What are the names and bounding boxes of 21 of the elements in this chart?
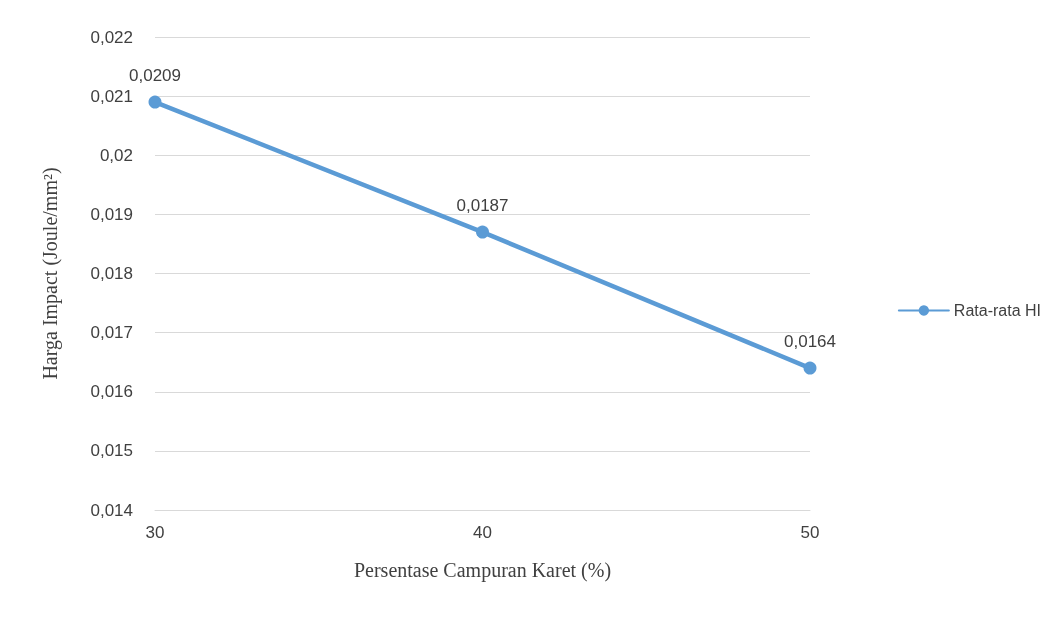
y-tick-label: 0,016 xyxy=(90,382,133,402)
y-axis-title: Harga Impact (Joule/mm²) xyxy=(39,167,62,380)
data-label: 0,0209 xyxy=(129,65,181,85)
x-tick-label: 40 xyxy=(473,523,492,542)
point xyxy=(476,225,489,239)
x-tick-label: 30 xyxy=(145,523,165,542)
x-tick-label: 50 xyxy=(800,523,820,542)
y-tick-label: 0,015 xyxy=(90,441,133,461)
y-tick-label: 0,019 xyxy=(90,204,133,224)
point xyxy=(148,95,162,109)
y-tick-label: 0,018 xyxy=(90,264,133,283)
x-axis-title: Persentase Campuran Karet (%) xyxy=(353,559,612,582)
y-tick-label: 0,021 xyxy=(90,86,133,106)
legend-label: Rata-rata HI xyxy=(953,302,1041,319)
data-label: 0,0164 xyxy=(784,331,836,351)
y-tick-label: 0,022 xyxy=(90,27,133,47)
point xyxy=(803,361,817,375)
data-label: 0,0187 xyxy=(456,195,509,215)
y-tick-label: 0,014 xyxy=(90,500,133,520)
y-tick-label: 0,02 xyxy=(99,145,133,165)
y-tick-label: 0,017 xyxy=(90,323,133,343)
